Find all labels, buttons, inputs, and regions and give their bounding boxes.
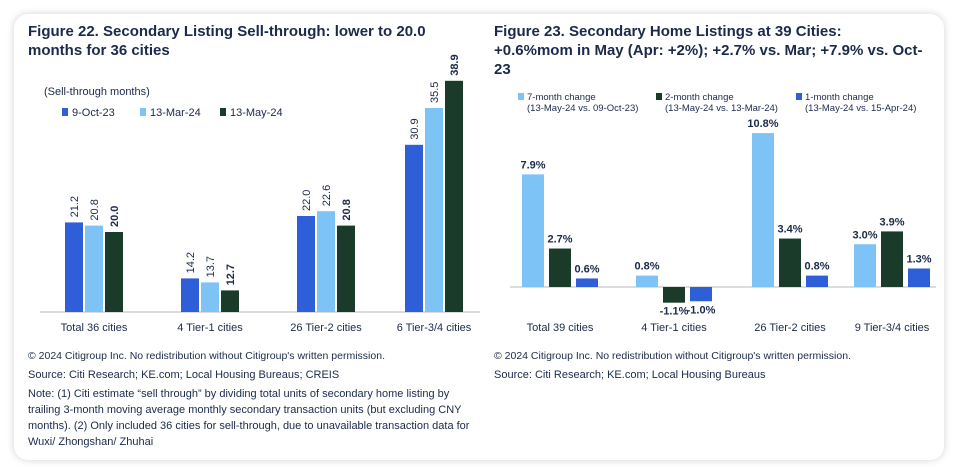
data-label: 0.6% (574, 263, 599, 275)
data-label: 3.9% (879, 216, 904, 228)
copyright-text: © 2024 Citigroup Inc. No redistribution … (494, 350, 851, 362)
bar (201, 282, 219, 312)
data-label: 21.2 (69, 196, 81, 217)
legend-label: 13-May-24 (230, 107, 283, 119)
data-label: 22.0 (301, 190, 313, 211)
bar (549, 248, 571, 287)
legend-label: 13-Mar-24 (150, 107, 201, 119)
legend-swatch (140, 108, 146, 116)
bar (297, 216, 315, 312)
category-label: 26 Tier-2 cities (290, 322, 362, 334)
data-label: 22.6 (321, 185, 333, 206)
data-label: 35.5 (429, 82, 441, 103)
bar (881, 231, 903, 287)
bar (221, 290, 239, 312)
data-label: 1.3% (906, 253, 931, 265)
bar (425, 108, 443, 312)
bar (908, 268, 930, 287)
y-axis-label: (Sell-through months) (44, 86, 150, 98)
bar (522, 174, 544, 287)
bar (181, 278, 199, 312)
legend-swatch (220, 108, 226, 116)
category-label: Total 39 cities (527, 322, 594, 334)
data-label: 3.0% (852, 229, 877, 241)
data-label: 14.2 (185, 252, 197, 273)
data-label: 10.8% (747, 118, 778, 130)
data-label: -1.0% (687, 304, 716, 316)
bar (854, 244, 876, 287)
legend-label: 7-month change (527, 92, 596, 103)
figure-22-notes: © 2024 Citigroup Inc. No redistribution … (28, 348, 478, 450)
category-label: 4 Tier-1 cities (177, 322, 243, 334)
data-label: 0.8% (804, 261, 829, 273)
legend-sublabel: (13-May-24 vs. 15-Apr-24) (805, 103, 916, 114)
legend-label: 1-month change (805, 92, 874, 103)
bar (779, 238, 801, 287)
legend-label: 9-Oct-23 (72, 107, 115, 119)
data-label: 3.4% (777, 224, 802, 236)
legend-sublabel: (13-May-24 vs. 13-Mar-24) (665, 103, 778, 114)
source-text: Source: Citi Research; KE.com; Local Hou… (494, 369, 766, 381)
data-label: 30.9 (409, 118, 421, 139)
category-label: 6 Tier-3/4 cities (397, 322, 472, 334)
sell-through-chart: (Sell-through months) 9-Oct-23 13-Mar-24 13… (40, 54, 480, 334)
bar (636, 275, 658, 287)
category-label: 9 Tier-3/4 cities (855, 322, 930, 334)
source-text: Source: Citi Research; KE.com; Local Hou… (28, 369, 340, 381)
bar (576, 278, 598, 287)
category-label: 26 Tier-2 cities (754, 322, 826, 334)
figure-23-notes: © 2024 Citigroup Inc. No redistribution … (494, 348, 934, 383)
bar (405, 144, 423, 312)
legend-swatch (656, 93, 662, 100)
data-label: 0.8% (634, 261, 659, 273)
data-label: 13.7 (205, 256, 217, 277)
note-text: Note: (1) Citi estimate “sell through” b… (28, 388, 470, 448)
data-label: -1.1% (660, 306, 689, 318)
data-label: 20.8 (341, 199, 353, 220)
data-label: 7.9% (520, 159, 545, 171)
copyright-text: © 2024 Citigroup Inc. No redistribution … (28, 350, 385, 362)
bar (752, 133, 774, 287)
data-label: 2.7% (547, 234, 572, 246)
figure-22-title: Figure 22. Secondary Listing Sell-throug… (28, 23, 426, 59)
bar (105, 232, 123, 312)
data-label: 38.9 (449, 54, 461, 75)
bar (690, 287, 712, 302)
legend-swatch (518, 93, 524, 100)
bar (337, 225, 355, 312)
bar (85, 225, 103, 312)
data-label: 12.7 (225, 264, 237, 285)
bar (445, 80, 463, 312)
category-label: 4 Tier-1 cities (641, 322, 707, 334)
data-label: 20.0 (109, 206, 121, 227)
category-label: Total 36 cities (61, 322, 128, 334)
report-card: Figure 22. Secondary Listing Sell-throug… (14, 14, 944, 460)
bar (65, 222, 83, 312)
bar (806, 275, 828, 287)
legend-swatch (62, 108, 68, 116)
listings-change-chart: 7-month change(13-May-24 vs. 09-Oct-23) 2… (510, 92, 936, 334)
bar (663, 287, 685, 303)
bar (317, 211, 335, 312)
data-label: 20.8 (89, 199, 101, 220)
legend-swatch (796, 93, 802, 100)
legend-label: 2-month change (665, 92, 734, 103)
figure-23-title: Figure 23. Secondary Home Listings at 39… (494, 23, 923, 78)
legend-sublabel: (13-May-24 vs. 09-Oct-23) (527, 103, 638, 114)
